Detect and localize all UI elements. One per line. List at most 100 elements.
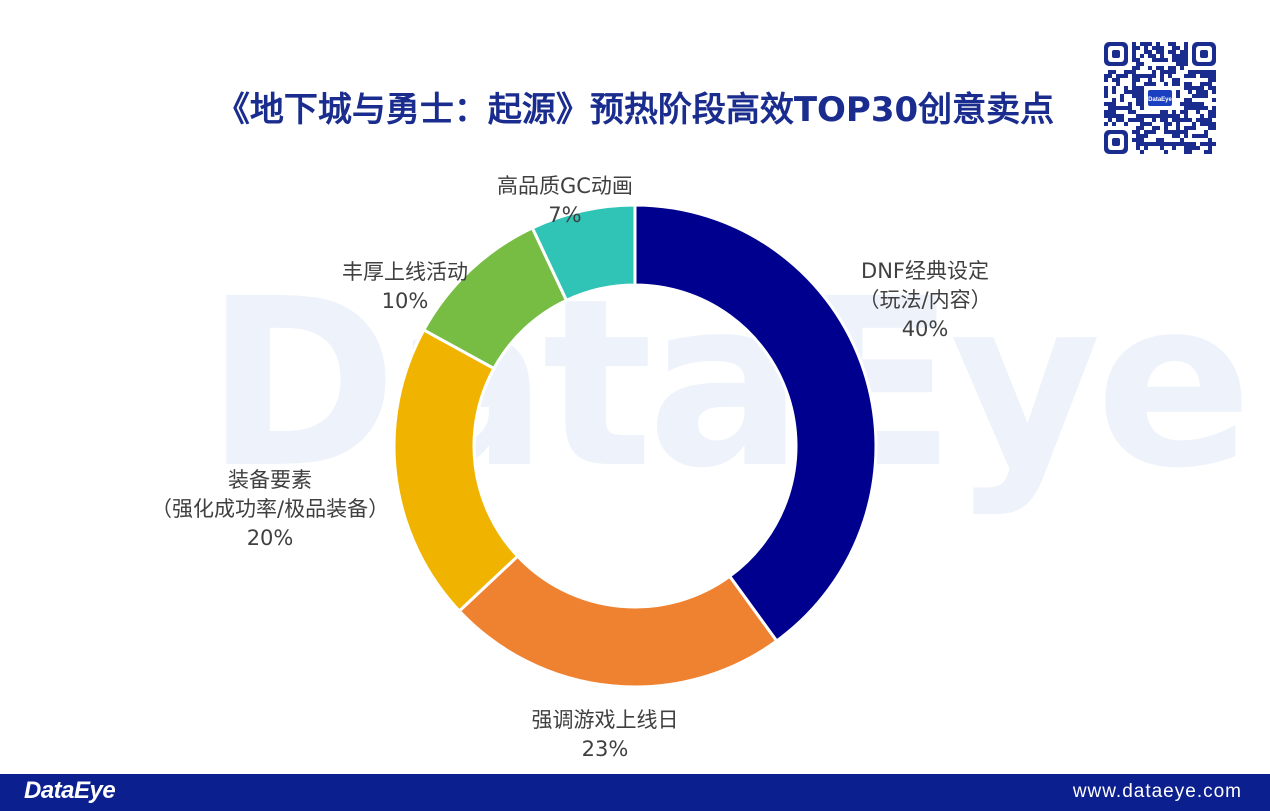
qr-module (1136, 118, 1140, 122)
qr-module (1144, 82, 1148, 86)
qr-module (1188, 90, 1192, 94)
qr-module (1172, 46, 1176, 50)
slice-0 (633, 203, 878, 644)
qr-module (1116, 82, 1120, 86)
qr-code: DataEye (1104, 42, 1216, 154)
qr-module (1132, 70, 1136, 74)
donut-slices (392, 203, 878, 689)
qr-module (1212, 142, 1216, 146)
qr-module (1208, 146, 1212, 150)
qr-module (1208, 138, 1212, 142)
footer-url[interactable]: www.dataeye.com (1072, 781, 1242, 802)
qr-module (1108, 114, 1112, 118)
qr-module (1208, 150, 1212, 154)
qr-module (1156, 66, 1160, 70)
slice-1 (457, 554, 779, 689)
qr-module (1120, 114, 1124, 118)
qr-module (1144, 130, 1148, 134)
qr-module (1200, 118, 1204, 122)
qr-module (1196, 146, 1200, 150)
qr-module (1164, 118, 1168, 122)
slice-label-name-line: DNF经典设定 (861, 259, 990, 283)
qr-module (1144, 114, 1148, 118)
qr-module (1104, 74, 1108, 78)
qr-finder-bottom-left (1104, 130, 1128, 154)
qr-module (1112, 70, 1116, 74)
qr-module (1184, 110, 1188, 114)
qr-module (1140, 54, 1144, 58)
qr-module (1152, 82, 1156, 86)
qr-module (1172, 42, 1176, 46)
qr-module (1184, 150, 1188, 154)
qr-module (1168, 42, 1172, 46)
qr-module (1116, 106, 1120, 110)
qr-module (1112, 102, 1116, 106)
qr-module (1184, 98, 1188, 102)
qr-module (1164, 58, 1168, 62)
qr-module (1144, 74, 1148, 78)
qr-module (1212, 86, 1216, 90)
qr-module (1176, 78, 1180, 82)
qr-module (1156, 46, 1160, 50)
qr-module (1184, 126, 1188, 130)
slice-label-name-line: 装备要素 (228, 468, 313, 492)
qr-module (1208, 78, 1212, 82)
qr-module (1140, 134, 1144, 138)
qr-module (1188, 150, 1192, 154)
qr-module (1208, 74, 1212, 78)
qr-module (1204, 118, 1208, 122)
slice-4 (530, 203, 637, 303)
qr-module (1152, 70, 1156, 74)
qr-module (1184, 118, 1188, 122)
qr-module (1140, 74, 1144, 78)
slice-label-name-line: 强调游戏上线日 (531, 708, 679, 732)
qr-module (1200, 134, 1204, 138)
qr-module (1144, 146, 1148, 150)
qr-module (1172, 130, 1176, 134)
qr-module (1180, 62, 1184, 66)
qr-module (1196, 86, 1200, 90)
qr-module (1204, 134, 1208, 138)
qr-module (1176, 126, 1180, 130)
qr-module (1176, 82, 1180, 86)
qr-module (1172, 146, 1176, 150)
qr-module (1176, 58, 1180, 62)
qr-module (1160, 146, 1164, 150)
qr-module (1112, 106, 1116, 110)
qr-module (1164, 122, 1168, 126)
qr-module (1196, 134, 1200, 138)
qr-module (1152, 46, 1156, 50)
qr-module (1104, 110, 1108, 114)
qr-module (1140, 150, 1144, 154)
qr-module (1172, 82, 1176, 86)
qr-module (1204, 122, 1208, 126)
qr-module (1180, 50, 1184, 54)
qr-module (1152, 58, 1156, 62)
qr-module (1208, 70, 1212, 74)
qr-module (1160, 54, 1164, 58)
qr-module (1176, 114, 1180, 118)
qr-module (1168, 142, 1172, 146)
qr-module (1132, 90, 1136, 94)
qr-module (1184, 130, 1188, 134)
qr-module (1148, 66, 1152, 70)
qr-module (1176, 134, 1180, 138)
qr-module (1156, 142, 1160, 146)
qr-module (1104, 102, 1108, 106)
qr-module (1200, 106, 1204, 110)
slice-label-value: 23% (581, 737, 629, 761)
footer-bar: DataEye www.dataeye.com (0, 774, 1270, 811)
qr-module (1200, 74, 1204, 78)
qr-module (1184, 86, 1188, 90)
qr-module (1120, 118, 1124, 122)
qr-module (1172, 114, 1176, 118)
qr-module (1180, 54, 1184, 58)
slice-label-4: 高品质GC动画 7% (497, 172, 633, 230)
qr-module (1132, 58, 1136, 62)
qr-module (1140, 126, 1144, 130)
qr-module (1204, 142, 1208, 146)
qr-module (1152, 54, 1156, 58)
qr-module (1120, 98, 1124, 102)
qr-module (1132, 94, 1136, 98)
